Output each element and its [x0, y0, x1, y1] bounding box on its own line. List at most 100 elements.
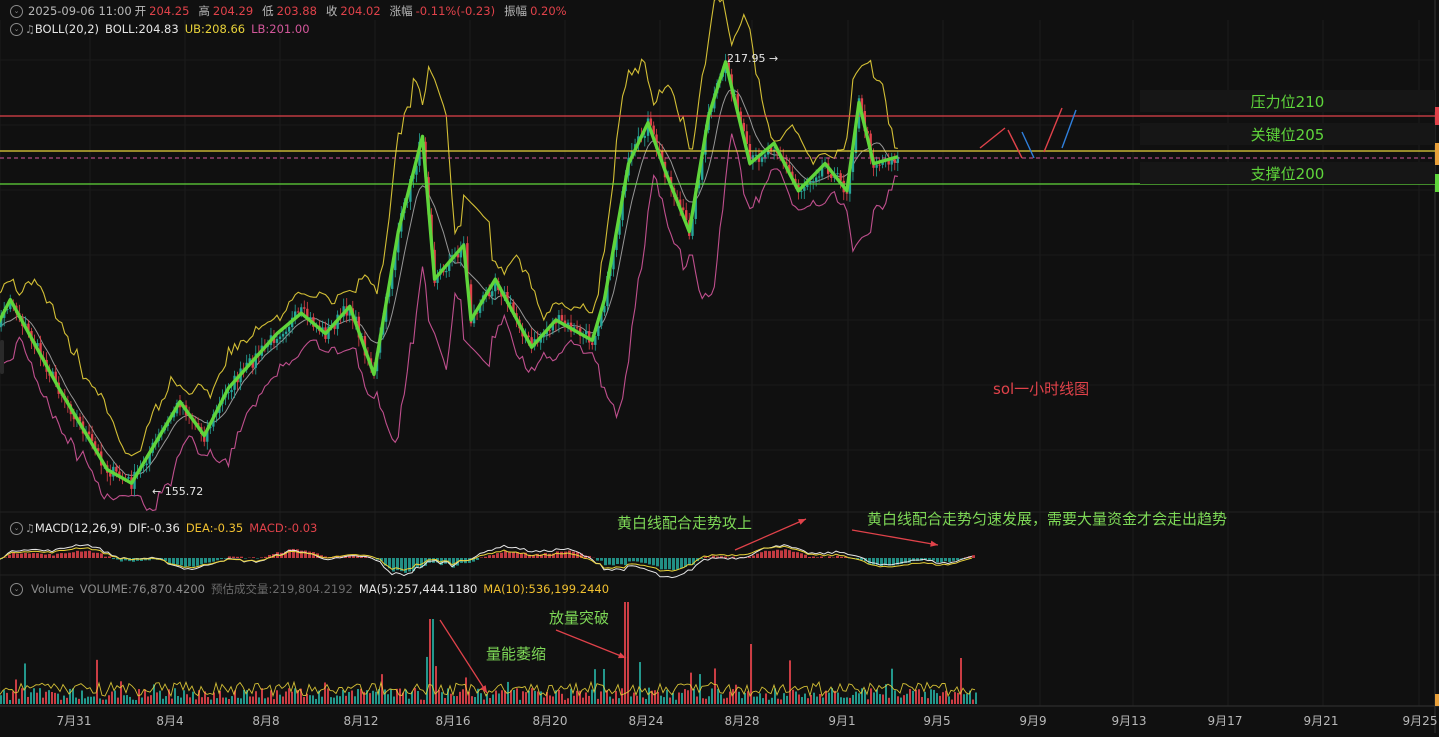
volume-bar [693, 689, 695, 704]
volume-bar [390, 689, 392, 704]
macd-bar [264, 557, 267, 558]
volume-bar [900, 698, 902, 704]
volume-bar [822, 698, 824, 704]
macd-bar [500, 553, 503, 558]
volume-bar [924, 692, 926, 704]
volume-bar [429, 619, 431, 704]
bell-icon[interactable]: ♫ [25, 23, 35, 36]
volume-bar [789, 660, 791, 704]
macd-bar [48, 554, 51, 558]
volume-bar [450, 694, 452, 704]
volume-bar [126, 695, 128, 704]
volume-bar [417, 691, 419, 704]
macd-bar [308, 552, 311, 558]
macd-bar [840, 557, 843, 558]
volume-bar [312, 695, 314, 704]
support-edge-marker [1435, 174, 1439, 192]
volume-bar [243, 690, 245, 704]
macd-bar [792, 552, 795, 558]
volume-bar [288, 688, 290, 704]
macd-bar [768, 551, 771, 558]
macd-dif: DIF:-0.36 [128, 521, 180, 535]
boll-name: BOLL(20,2) [35, 22, 99, 36]
candle-body [561, 315, 563, 321]
macd-bar [12, 553, 15, 558]
volume-bar [534, 691, 536, 704]
volume-bar [906, 694, 908, 704]
volume-bar [480, 693, 482, 704]
volume-bar [888, 698, 890, 704]
macd-bar [656, 558, 659, 566]
macd-bar [416, 558, 419, 567]
x-tick-label: 8月12 [344, 712, 379, 729]
macd-bar [776, 550, 779, 558]
macd-bar [24, 553, 27, 558]
low-value: 203.88 [277, 4, 317, 18]
volume-bar [576, 691, 578, 704]
macd-collapse-icon[interactable]: ⌄ [10, 522, 23, 535]
macd-dif-line [0, 545, 972, 578]
projection-stroke-1 [1008, 130, 1022, 158]
volume-bar [321, 697, 323, 704]
projection-stroke-3 [1044, 108, 1062, 152]
close-label: 收 [326, 3, 338, 19]
macd-bar [648, 558, 651, 564]
candle-body [491, 291, 493, 296]
boll-collapse-icon[interactable]: ⌄ [10, 23, 23, 36]
macd-bar [252, 557, 255, 558]
macd-bar [232, 557, 235, 558]
volume-bar [810, 695, 812, 704]
macd-bar [544, 553, 547, 558]
volume-bar [117, 698, 119, 704]
macd-bar [492, 555, 495, 558]
volume-bar [951, 700, 953, 704]
volume-bar [207, 697, 209, 704]
volume-bar [771, 698, 773, 704]
macd-bar [260, 557, 263, 558]
volume-bar [633, 693, 635, 704]
macd-bell-icon[interactable]: ♫ [25, 522, 35, 535]
volume-bar [879, 694, 881, 704]
resistance-label: 压力位210 [1140, 90, 1435, 112]
volume-bar [201, 697, 203, 704]
volume-bar [600, 691, 602, 704]
macd-bar [608, 558, 611, 565]
volume-bar [669, 698, 671, 704]
volume-bar [339, 696, 341, 704]
volume-bar [975, 693, 977, 704]
macd-bar [428, 558, 431, 563]
macd-bar [564, 552, 567, 558]
macd-bar [204, 558, 207, 563]
macd-bar [796, 552, 799, 558]
volume-bar [792, 690, 794, 704]
volume-bar [174, 688, 176, 704]
volume-bar [711, 688, 713, 704]
volume-bar [222, 698, 224, 704]
macd-bar [100, 553, 103, 558]
volume-bar [471, 696, 473, 704]
low-label: 低 [262, 3, 274, 19]
volume-bar [684, 689, 686, 704]
macd-bar [952, 558, 955, 561]
macd-bar [52, 556, 55, 558]
projection-stroke-2 [1022, 132, 1034, 158]
x-tick-label: 8月4 [156, 712, 183, 729]
volume-bar [255, 691, 257, 704]
collapse-icon[interactable]: ⌄ [10, 5, 23, 18]
macd-bar [672, 558, 675, 570]
volume-bar [162, 699, 164, 704]
volume-bar [963, 694, 965, 704]
volume-bar [228, 699, 230, 704]
amplitude-label: 振幅 [504, 3, 527, 19]
macd-bar [620, 558, 623, 564]
volume-bar [258, 697, 260, 704]
side-handle[interactable] [0, 340, 4, 374]
volume-bar [897, 696, 899, 704]
volume-bar [453, 696, 455, 704]
macd-dea: DEA:-0.35 [186, 521, 243, 535]
macd-bar [812, 557, 815, 558]
volume-bar [147, 696, 149, 704]
volume-bar [45, 692, 47, 704]
volume-bar [393, 697, 395, 704]
volume-collapse-icon[interactable]: ⌄ [10, 583, 23, 596]
